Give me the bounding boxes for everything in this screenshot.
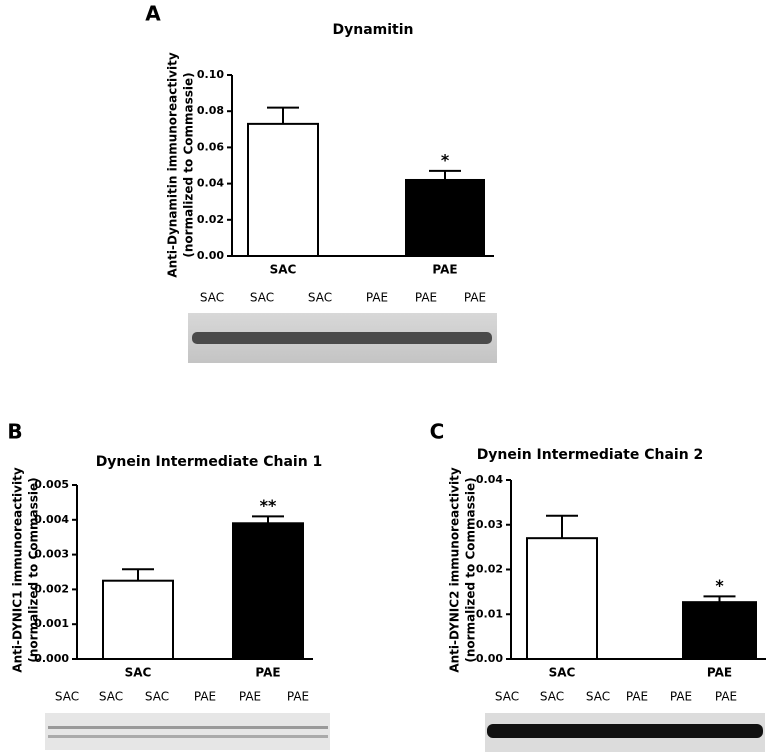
significance-label: * bbox=[441, 150, 450, 169]
y-tick-label: 0.00 bbox=[476, 652, 503, 665]
y-tick-label: 0.002 bbox=[34, 582, 69, 595]
lane-label: PAE bbox=[415, 291, 437, 305]
lane-label: SAC bbox=[308, 291, 332, 305]
y-tick-label: 0.06 bbox=[197, 140, 224, 153]
lane-label: SAC bbox=[200, 291, 224, 305]
lane-label: SAC bbox=[586, 690, 610, 704]
x-tick-label: PAE bbox=[255, 666, 280, 680]
chart-title: Dynein Intermediate Chain 2 bbox=[477, 447, 704, 463]
bar bbox=[682, 601, 757, 660]
x-tick-label: SAC bbox=[270, 263, 297, 277]
panel-label: C bbox=[430, 420, 445, 444]
panel-label: B bbox=[7, 420, 22, 444]
y-axis-label: Anti-DYNIC2 immunoreactivity bbox=[448, 467, 462, 673]
x-tick-label: SAC bbox=[125, 666, 152, 680]
y-axis-label: Anti-DYNIC1 immunoreactivity bbox=[11, 467, 25, 673]
y-tick-label: 0.00 bbox=[197, 249, 224, 262]
lane-label: PAE bbox=[239, 690, 261, 704]
y-tick-label: 0.01 bbox=[476, 607, 503, 620]
y-axis-label: Anti-Dynamitin immunoreactivity bbox=[166, 52, 180, 278]
x-tick-label: SAC bbox=[549, 666, 576, 680]
lane-label: SAC bbox=[145, 690, 169, 704]
panel-label: A bbox=[145, 2, 161, 26]
bar bbox=[405, 178, 485, 257]
blot-c bbox=[485, 713, 765, 752]
significance-label: ** bbox=[260, 496, 277, 515]
chart-title: Dynamitin bbox=[332, 22, 413, 38]
y-tick-label: 0.03 bbox=[476, 518, 503, 531]
y-tick-label: 0.001 bbox=[34, 617, 69, 630]
y-tick-label: 0.02 bbox=[197, 213, 224, 226]
bar bbox=[247, 122, 319, 258]
lane-label: PAE bbox=[366, 291, 388, 305]
y-tick-label: 0.10 bbox=[197, 68, 224, 81]
y-tick-label: 0.04 bbox=[476, 473, 503, 486]
y-tick-label: 0.004 bbox=[34, 513, 69, 526]
bar bbox=[102, 579, 174, 661]
y-tick-label: 0.02 bbox=[476, 563, 503, 576]
bar bbox=[526, 537, 598, 660]
lane-label: SAC bbox=[250, 291, 274, 305]
bar bbox=[232, 522, 304, 661]
blot-b bbox=[45, 713, 330, 750]
x-tick-label: PAE bbox=[432, 263, 457, 277]
lane-label: SAC bbox=[495, 690, 519, 704]
lane-label: PAE bbox=[287, 690, 309, 704]
blot-a bbox=[188, 313, 497, 363]
lane-label: PAE bbox=[194, 690, 216, 704]
y-axis-label: (normalized to Commassie) bbox=[464, 477, 478, 662]
y-tick-label: 0.003 bbox=[34, 548, 69, 561]
y-tick-label: 0.000 bbox=[34, 652, 69, 665]
chart-title: Dynein Intermediate Chain 1 bbox=[96, 454, 323, 470]
x-tick-label: PAE bbox=[707, 666, 732, 680]
lane-label: SAC bbox=[540, 690, 564, 704]
y-tick-label: 0.08 bbox=[197, 104, 224, 117]
y-tick-label: 0.04 bbox=[197, 177, 224, 190]
lane-label: PAE bbox=[626, 690, 648, 704]
lane-label: PAE bbox=[670, 690, 692, 704]
y-tick-label: 0.005 bbox=[34, 478, 69, 491]
y-axis-label: (normalized to Commassie) bbox=[182, 72, 196, 257]
y-axis-label: (normalized to Commassie) bbox=[27, 477, 41, 662]
lane-label: PAE bbox=[715, 690, 737, 704]
significance-label: * bbox=[715, 576, 724, 595]
lane-label: PAE bbox=[464, 291, 486, 305]
lane-label: SAC bbox=[55, 690, 79, 704]
lane-label: SAC bbox=[99, 690, 123, 704]
